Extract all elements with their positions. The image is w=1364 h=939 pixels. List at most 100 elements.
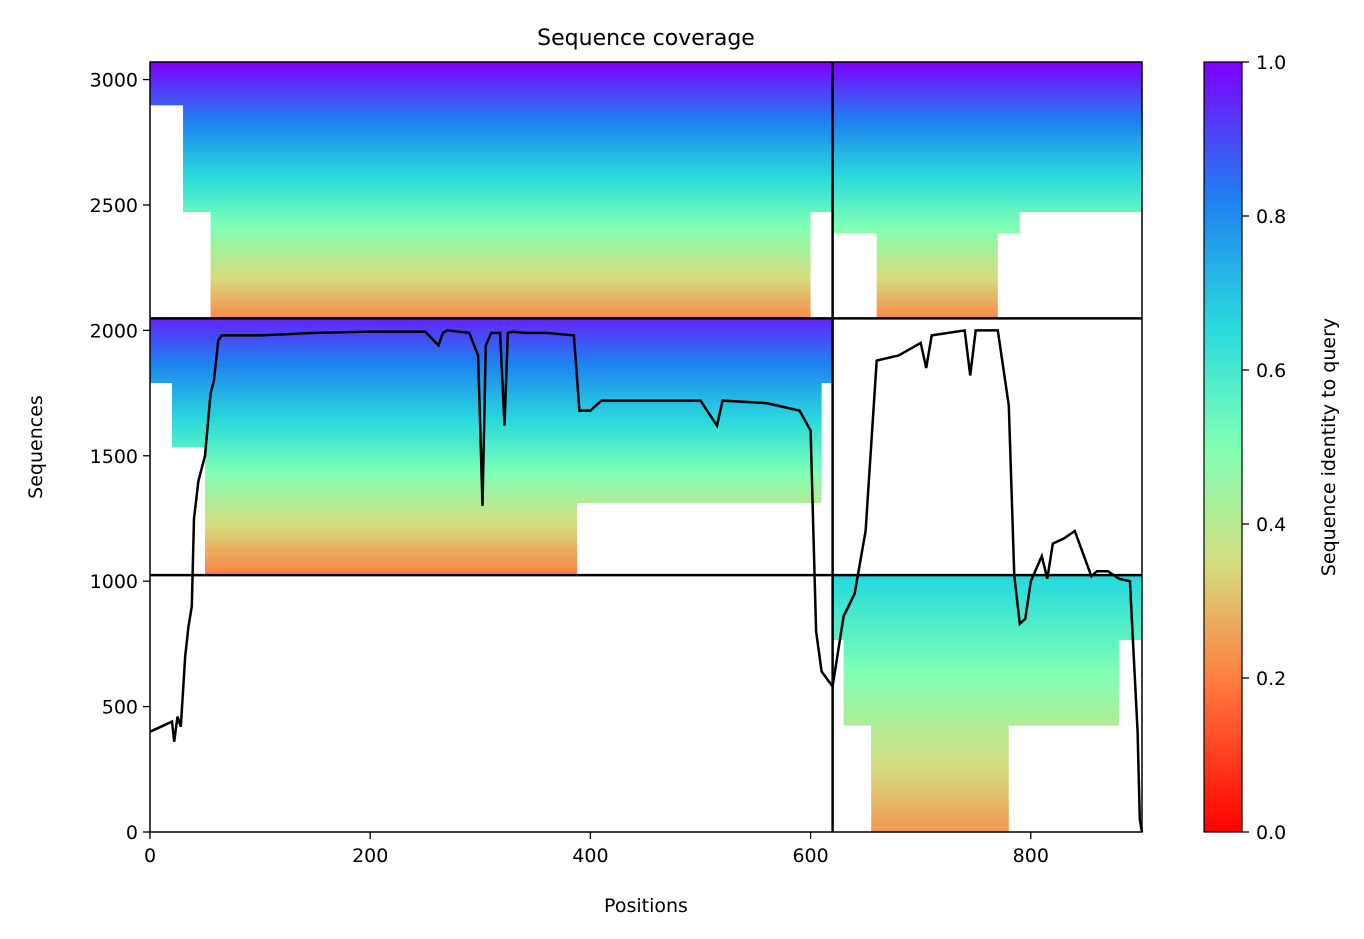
heatmap-band	[205, 566, 578, 572]
heatmap-band	[843, 677, 1119, 683]
heatmap-band	[150, 66, 833, 72]
heatmap-band	[832, 181, 1142, 187]
heatmap-band	[150, 365, 833, 371]
heatmap-band	[150, 79, 833, 84]
heatmap-band	[150, 100, 833, 106]
heatmap-band	[876, 284, 998, 290]
heatmap-band	[843, 707, 1119, 713]
heatmap-band	[210, 258, 811, 264]
heatmap-band	[871, 772, 1009, 777]
heatmap-band	[210, 279, 811, 285]
heatmap-band	[832, 220, 1020, 225]
heatmap-band	[832, 143, 1142, 149]
heatmap-band	[150, 361, 833, 367]
heatmap-band	[832, 224, 1020, 230]
heatmap-band	[832, 113, 1142, 119]
heatmap-band	[183, 117, 833, 123]
y-axis: 0 500 1000 1500 2000 2500 3000	[90, 70, 150, 844]
heatmap-band	[832, 79, 1142, 84]
heatmap-band	[183, 164, 833, 170]
colorbar-tick-label: 0.4	[1256, 514, 1286, 536]
colorbar-tick-label: 0.8	[1256, 206, 1286, 228]
heatmap-band	[205, 515, 578, 521]
heatmap-band	[832, 202, 1142, 208]
heatmap-band	[205, 549, 578, 555]
heatmap-band	[871, 802, 1009, 807]
heatmap-band	[832, 96, 1142, 102]
heatmap-band	[172, 386, 822, 392]
y-axis-label: Sequences	[25, 395, 47, 499]
heatmap-band	[150, 96, 833, 102]
heatmap-band	[832, 579, 1142, 585]
heatmap-band	[832, 600, 1142, 606]
heatmap-band	[832, 198, 1142, 204]
heatmap-band	[871, 737, 1009, 743]
heatmap-band	[843, 665, 1119, 670]
heatmap-band	[150, 339, 833, 345]
heatmap-band	[150, 91, 833, 97]
x-axis-label: Positions	[604, 895, 688, 917]
heatmap-band	[183, 121, 833, 127]
heatmap-band	[183, 181, 833, 187]
heatmap-band	[832, 130, 1142, 136]
heatmap-band	[871, 797, 1009, 803]
heatmap-band	[843, 690, 1119, 696]
heatmap-band	[843, 716, 1119, 722]
heatmap-band	[871, 793, 1009, 799]
heatmap-band	[172, 425, 822, 431]
heatmap-band	[876, 301, 998, 307]
heatmap-band	[150, 356, 833, 362]
heatmap-band	[150, 83, 833, 89]
heatmap-band	[210, 301, 811, 307]
plot-frame	[149, 61, 1143, 833]
heatmap-band	[205, 502, 578, 508]
heatmap-band	[832, 194, 1142, 200]
heatmap-band	[172, 395, 822, 401]
heatmap-band	[832, 173, 1142, 178]
heatmap-band	[871, 784, 1009, 790]
heatmap-band	[832, 215, 1020, 221]
heatmap-band	[832, 70, 1142, 76]
heatmap-band	[871, 776, 1009, 782]
heatmap-band	[205, 558, 578, 563]
heatmap-band	[205, 468, 822, 474]
heatmap-band	[205, 519, 578, 525]
heatmap-band	[150, 326, 833, 332]
heatmap-band	[150, 87, 833, 93]
heatmap-band	[150, 348, 833, 354]
heatmap-band	[210, 267, 811, 272]
heatmap-band	[150, 344, 833, 349]
heatmap-band	[832, 100, 1142, 106]
heatmap-band	[876, 245, 998, 251]
heatmap-band	[876, 271, 998, 277]
heatmap-band	[876, 292, 998, 298]
heatmap-band	[183, 143, 833, 149]
colorbar-ticks: 0.0 0.2 0.4 0.6 0.8 1.0	[1242, 52, 1286, 844]
heatmap-band	[843, 695, 1119, 700]
heatmap-band	[832, 626, 1142, 632]
heatmap-band	[876, 275, 998, 281]
x-tick-label: 0	[144, 845, 156, 867]
heatmap-band	[871, 780, 1009, 786]
heatmap-band	[876, 237, 998, 243]
heatmap-band	[172, 438, 822, 444]
heatmap-band	[210, 224, 811, 230]
heatmap-band	[843, 643, 1119, 649]
heatmap-block	[832, 575, 1142, 832]
coverage-heatmap	[150, 62, 1142, 832]
heatmap-band	[205, 510, 578, 516]
heatmap-band	[150, 62, 833, 67]
heatmap-band	[172, 412, 822, 418]
heatmap-band	[843, 656, 1119, 662]
y-tick-label: 2500	[90, 195, 138, 217]
heatmap-band	[210, 245, 811, 251]
heatmap-band	[210, 296, 811, 302]
heatmap-band	[832, 622, 1142, 628]
heatmap-band	[832, 228, 1020, 234]
heatmap-band	[832, 160, 1142, 166]
heatmap-band	[832, 190, 1142, 196]
heatmap-band	[210, 292, 811, 298]
heatmap-band	[832, 66, 1142, 72]
heatmap-band	[832, 74, 1142, 80]
heatmap-band	[205, 459, 822, 465]
